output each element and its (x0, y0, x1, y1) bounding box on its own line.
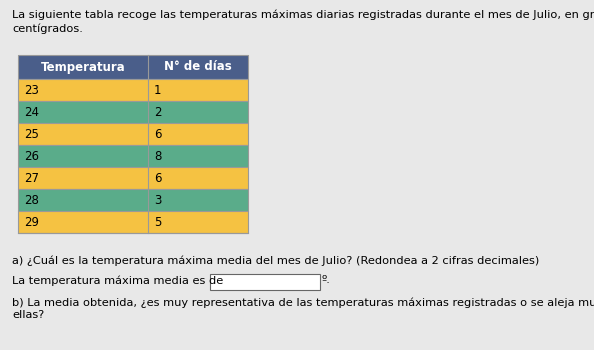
Text: º.: º. (322, 275, 331, 285)
Bar (18, 189, 248, 211)
Text: centígrados.: centígrados. (12, 23, 83, 34)
Text: 3: 3 (154, 194, 162, 206)
Text: 6: 6 (154, 127, 162, 140)
Text: b) La media obtenida, ¿es muy representativa de las temperaturas máximas registr: b) La media obtenida, ¿es muy representa… (12, 297, 594, 308)
Text: 25: 25 (24, 127, 39, 140)
Bar (18, 211, 248, 233)
Text: 2: 2 (154, 105, 162, 119)
Text: 5: 5 (154, 216, 162, 229)
Text: 6: 6 (154, 172, 162, 184)
Text: N° de días: N° de días (164, 61, 232, 74)
Text: 24: 24 (24, 105, 39, 119)
Bar (18, 55, 248, 79)
Text: 23: 23 (24, 84, 39, 97)
Bar (18, 145, 248, 167)
Text: a) ¿Cuál es la temperatura máxima media del mes de Julio? (Redondea a 2 cifras d: a) ¿Cuál es la temperatura máxima media … (12, 255, 539, 266)
Bar (18, 79, 248, 101)
Bar (18, 101, 248, 123)
Text: 8: 8 (154, 149, 162, 162)
Text: 27: 27 (24, 172, 39, 184)
Bar (210, 274, 320, 290)
Text: 26: 26 (24, 149, 39, 162)
Bar (18, 123, 248, 145)
Text: 29: 29 (24, 216, 39, 229)
Text: Temperatura: Temperatura (40, 61, 125, 74)
Text: La siguiente tabla recoge las temperaturas máximas diarias registradas durante e: La siguiente tabla recoge las temperatur… (12, 10, 594, 21)
Bar (18, 167, 248, 189)
Text: ellas?: ellas? (12, 310, 44, 320)
Text: 28: 28 (24, 194, 39, 206)
Text: 1: 1 (154, 84, 162, 97)
Text: La temperatura máxima media es de: La temperatura máxima media es de (12, 275, 223, 286)
